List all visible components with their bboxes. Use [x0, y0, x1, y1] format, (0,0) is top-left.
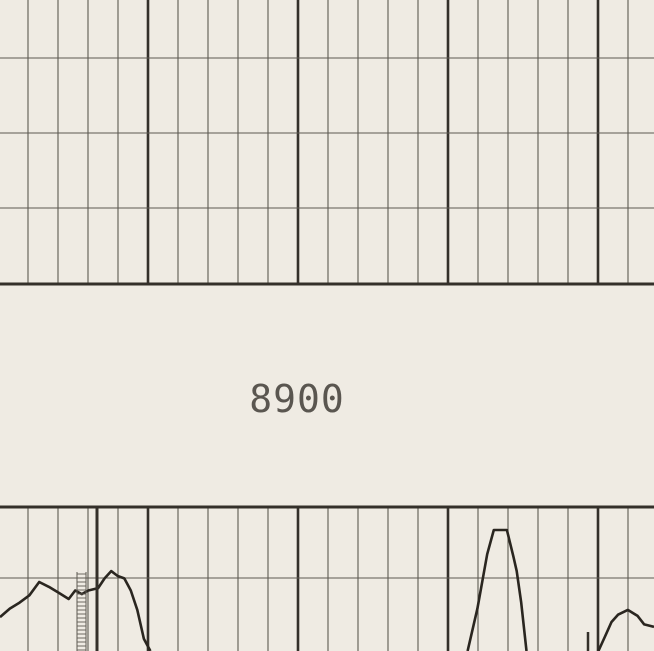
trace-series — [466, 528, 528, 651]
label-band — [0, 284, 654, 507]
trace-series — [597, 608, 654, 651]
strip-label: 8900 — [249, 377, 345, 421]
trace — [0, 528, 654, 651]
event-markers — [76, 507, 590, 651]
trace-series — [0, 569, 152, 651]
